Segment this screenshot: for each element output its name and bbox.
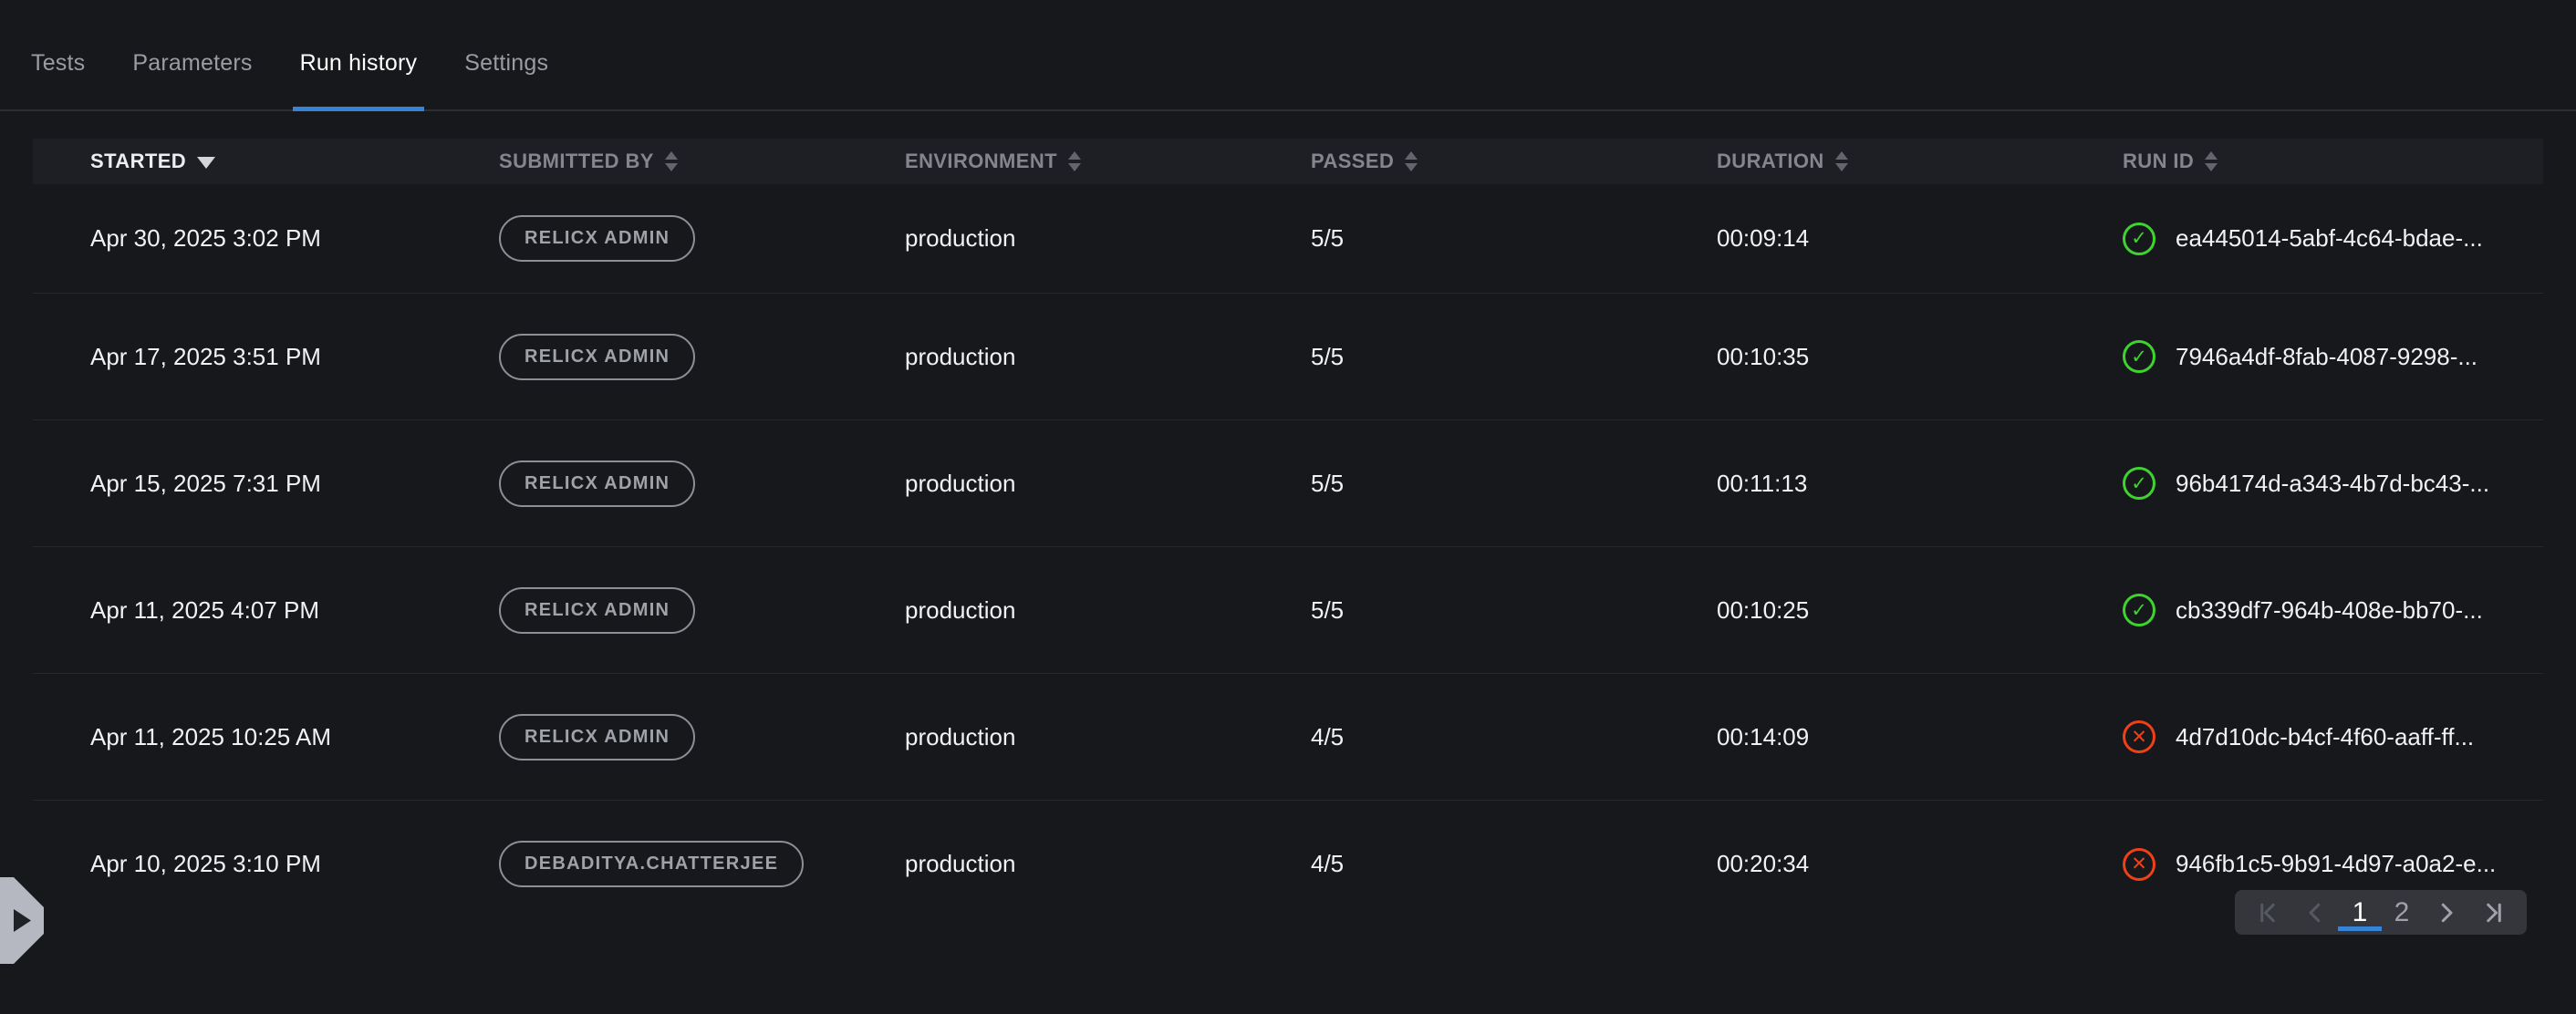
first-page-icon <box>2260 903 2275 922</box>
run-id-text: 7946a4df-8fab-4087-9298-... <box>2176 342 2478 370</box>
environment-cell: production <box>905 469 1016 497</box>
duration-cell: 00:09:14 <box>1717 224 1810 252</box>
duration-cell: 00:10:35 <box>1717 342 1810 370</box>
run-status-passed-icon <box>2123 594 2155 626</box>
table-row[interactable]: Apr 30, 2025 3:02 PM RELICX ADMIN produc… <box>33 184 2543 294</box>
run-id-cell[interactable]: cb339df7-964b-408e-bb70-... <box>2065 594 2543 626</box>
started-cell: Apr 15, 2025 7:31 PM <box>90 469 321 497</box>
run-id-text: ea445014-5abf-4c64-bdae-... <box>2176 224 2483 252</box>
started-cell: Apr 17, 2025 3:51 PM <box>90 342 321 370</box>
sort-icon <box>1067 151 1081 171</box>
tab-tests[interactable]: Tests <box>31 49 86 76</box>
next-page-icon <box>2441 903 2453 922</box>
table-row[interactable]: Apr 17, 2025 3:51 PM RELICX ADMIN produc… <box>33 294 2543 420</box>
column-header-passed[interactable]: PASSED <box>1253 150 1659 173</box>
sort-descending-icon <box>197 157 216 169</box>
previous-page-icon <box>2309 903 2321 922</box>
column-header-label: ENVIRONMENT <box>905 150 1057 172</box>
column-header-label: SUBMITTED BY <box>499 150 654 172</box>
sort-icon <box>664 151 678 171</box>
submitted-by-cell: RELICX ADMIN <box>441 713 847 760</box>
run-history-table: STARTED SUBMITTED BY ENVIRONMENT PASSED … <box>33 139 2543 927</box>
started-cell: Apr 30, 2025 3:02 PM <box>90 224 321 252</box>
run-id-text: 4d7d10dc-b4cf-4f60-aaff-ff... <box>2176 722 2475 750</box>
sort-icon <box>2205 151 2218 171</box>
passed-cell: 4/5 <box>1311 722 1345 750</box>
duration-cell: 00:11:13 <box>1717 469 1808 497</box>
duration-cell: 00:20:34 <box>1717 850 1810 877</box>
passed-cell: 5/5 <box>1311 469 1345 497</box>
duration-cell: 00:14:09 <box>1717 722 1810 750</box>
run-status-passed-icon <box>2123 222 2155 255</box>
table-row[interactable]: Apr 11, 2025 10:25 AM RELICX ADMIN produ… <box>33 674 2543 801</box>
chevron-right-icon <box>14 909 31 932</box>
column-header-label: STARTED <box>90 150 187 172</box>
passed-cell: 4/5 <box>1311 850 1345 877</box>
tab-settings[interactable]: Settings <box>464 49 549 76</box>
last-page-button[interactable] <box>2475 890 2513 935</box>
run-id-text: 96b4174d-a343-4b7d-bc43-... <box>2176 469 2490 497</box>
column-header-started[interactable]: STARTED <box>33 150 441 173</box>
submitted-by-badge[interactable]: RELICX ADMIN <box>499 713 696 760</box>
passed-cell: 5/5 <box>1311 595 1345 624</box>
table-header-row: STARTED SUBMITTED BY ENVIRONMENT PASSED … <box>33 139 2543 184</box>
run-id-cell[interactable]: 7946a4df-8fab-4087-9298-... <box>2065 340 2543 373</box>
run-id-cell[interactable]: 4d7d10dc-b4cf-4f60-aaff-ff... <box>2065 720 2543 753</box>
submitted-by-badge[interactable]: RELICX ADMIN <box>499 460 696 507</box>
environment-cell: production <box>905 224 1016 252</box>
submitted-by-badge[interactable]: RELICX ADMIN <box>499 586 696 634</box>
submitted-by-badge[interactable]: RELICX ADMIN <box>499 333 696 380</box>
run-id-cell[interactable]: 946fb1c5-9b91-4d97-a0a2-e... <box>2065 847 2543 881</box>
sort-icon <box>1834 151 1848 171</box>
run-id-cell[interactable]: 96b4174d-a343-4b7d-bc43-... <box>2065 467 2543 500</box>
submitted-by-cell: RELICX ADMIN <box>441 215 847 262</box>
run-status-passed-icon <box>2123 340 2155 373</box>
started-cell: Apr 11, 2025 10:25 AM <box>90 722 332 750</box>
submitted-by-cell: DEBADITYA.CHATTERJEE <box>441 841 847 887</box>
page-1-button[interactable]: 1 <box>2338 890 2382 935</box>
tab-parameters[interactable]: Parameters <box>132 49 253 76</box>
sidebar-expand-handle[interactable] <box>0 877 44 964</box>
page-2-button[interactable]: 2 <box>2394 896 2410 927</box>
column-header-label: DURATION <box>1717 150 1824 172</box>
run-status-passed-icon <box>2123 467 2155 500</box>
submitted-by-cell: RELICX ADMIN <box>441 586 847 634</box>
column-header-label: RUN ID <box>2123 150 2195 172</box>
run-id-text: 946fb1c5-9b91-4d97-a0a2-e... <box>2176 850 2497 877</box>
column-header-label: PASSED <box>1311 150 1395 172</box>
column-header-environment[interactable]: ENVIRONMENT <box>847 150 1253 173</box>
started-cell: Apr 11, 2025 4:07 PM <box>90 595 320 624</box>
submitted-by-cell: RELICX ADMIN <box>441 460 847 507</box>
run-status-failed-icon <box>2123 847 2155 881</box>
passed-cell: 5/5 <box>1311 224 1345 252</box>
next-page-button[interactable] <box>2427 890 2466 935</box>
sort-icon <box>1405 151 1418 171</box>
environment-cell: production <box>905 342 1016 370</box>
environment-cell: production <box>905 850 1016 877</box>
column-header-duration[interactable]: DURATION <box>1659 150 2065 173</box>
started-cell: Apr 10, 2025 3:10 PM <box>90 850 321 877</box>
duration-cell: 00:10:25 <box>1717 595 1810 624</box>
table-row[interactable]: Apr 15, 2025 7:31 PM RELICX ADMIN produc… <box>33 420 2543 547</box>
pagination: 1 2 <box>2235 890 2527 935</box>
table-row[interactable]: Apr 11, 2025 4:07 PM RELICX ADMIN produc… <box>33 547 2543 674</box>
column-header-submitted-by[interactable]: SUBMITTED BY <box>441 150 847 173</box>
environment-cell: production <box>905 595 1016 624</box>
run-id-text: cb339df7-964b-408e-bb70-... <box>2176 595 2483 624</box>
table-row[interactable]: Apr 10, 2025 3:10 PM DEBADITYA.CHATTERJE… <box>33 801 2543 927</box>
column-header-run-id[interactable]: RUN ID <box>2065 150 2543 173</box>
run-id-cell[interactable]: ea445014-5abf-4c64-bdae-... <box>2065 222 2543 255</box>
submitted-by-badge[interactable]: DEBADITYA.CHATTERJEE <box>499 841 805 887</box>
previous-page-button[interactable] <box>2296 890 2334 935</box>
tab-run-history[interactable]: Run history <box>292 16 424 111</box>
last-page-icon <box>2487 903 2501 922</box>
submitted-by-cell: RELICX ADMIN <box>441 333 847 380</box>
first-page-button[interactable] <box>2249 890 2287 935</box>
run-status-failed-icon <box>2123 720 2155 753</box>
passed-cell: 5/5 <box>1311 342 1345 370</box>
environment-cell: production <box>905 722 1016 750</box>
tab-bar: Tests Parameters Run history Settings <box>0 0 2576 111</box>
submitted-by-badge[interactable]: RELICX ADMIN <box>499 215 696 262</box>
